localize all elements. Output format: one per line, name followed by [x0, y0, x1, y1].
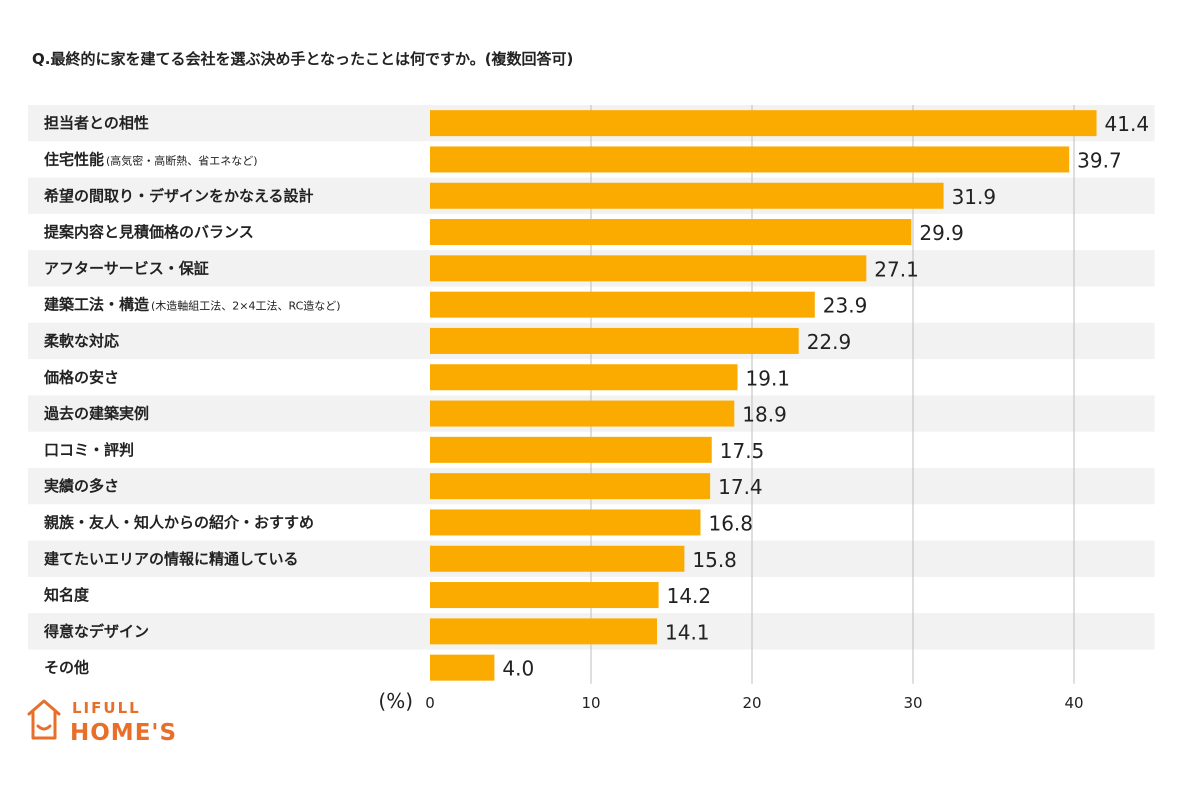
bar — [430, 582, 659, 609]
category-label: 得意なデザイン — [43, 622, 149, 640]
category-label: 実績の多さ — [44, 477, 119, 495]
category-label: その他 — [44, 659, 89, 677]
value-label: 15.8 — [692, 548, 737, 572]
value-label: 14.2 — [667, 584, 712, 608]
value-label: 16.8 — [708, 511, 753, 535]
category-label: 建築工法・構造 (木造軸組工法、2×4工法、RC造など) — [44, 296, 341, 314]
value-label: 18.9 — [742, 403, 787, 427]
bars — [430, 110, 1097, 681]
house-icon — [27, 699, 61, 740]
bar — [430, 436, 712, 463]
bar — [430, 618, 658, 645]
category-label: アフターサービス・保証 — [44, 259, 209, 277]
category-label: 建てたいエリアの情報に精通している — [44, 550, 299, 568]
logo-text-lifull: LIFULL — [72, 699, 141, 717]
bar — [430, 400, 735, 427]
bar — [430, 509, 701, 536]
x-tick-label: 0 — [425, 694, 435, 712]
x-tick-label: 10 — [581, 694, 600, 712]
category-label: 柔軟な対応 — [44, 332, 119, 350]
bar — [430, 473, 711, 500]
unit-label: (%) — [378, 689, 413, 713]
bar — [430, 364, 738, 391]
value-label: 22.9 — [807, 330, 852, 354]
category-label: 住宅性能 (高気密・高断熱、省エネなど) — [44, 150, 258, 168]
value-label: 14.1 — [665, 620, 710, 644]
value-label: 17.5 — [720, 439, 765, 463]
value-label: 29.9 — [919, 221, 964, 245]
category-label: 提案内容と見積価格のバランス — [44, 223, 254, 241]
bar — [430, 110, 1097, 137]
bar — [430, 219, 912, 246]
value-label: 17.4 — [718, 475, 763, 499]
bar — [430, 545, 685, 572]
x-tick-label: 20 — [742, 694, 761, 712]
value-label: 19.1 — [746, 366, 791, 390]
bar — [430, 291, 815, 318]
bar — [430, 654, 495, 681]
bar — [430, 146, 1070, 173]
x-tick-label: 30 — [903, 694, 922, 712]
bar — [430, 182, 944, 209]
value-label: 27.1 — [874, 257, 919, 281]
value-label: 39.7 — [1077, 148, 1122, 172]
bar — [430, 255, 867, 282]
chart-title: Q.最終的に家を建てる会社を選ぶ決め手となったことは何ですか。(複数回答可) — [32, 50, 574, 68]
lifull-homes-logo: LIFULL HOME'S — [27, 699, 177, 746]
value-label: 41.4 — [1105, 112, 1150, 136]
category-label: 口コミ・評判 — [44, 441, 134, 459]
value-label: 23.9 — [823, 294, 868, 318]
bar — [430, 327, 799, 354]
category-label: 過去の建築実例 — [43, 405, 149, 423]
x-tick-label: 40 — [1064, 694, 1083, 712]
x-axis-ticks: 0 10 20 30 40 — [425, 694, 1083, 712]
category-label: 知名度 — [44, 586, 90, 604]
category-label: 価格の安さ — [43, 368, 119, 386]
logo-text-homes: HOME'S — [70, 720, 177, 746]
value-label: 4.0 — [502, 657, 534, 681]
category-label: 担当者との相性 — [44, 114, 149, 132]
value-label: 31.9 — [952, 185, 997, 209]
value-labels: 41.4 39.7 31.9 29.927.123.9 22.9 19.1 18.9 17.5… — [502, 112, 1149, 681]
category-label: 親族・友人・知人からの紹介・おすすめ — [44, 513, 314, 531]
category-label: 希望の間取り・デザインをかなえる設計 — [44, 187, 314, 205]
